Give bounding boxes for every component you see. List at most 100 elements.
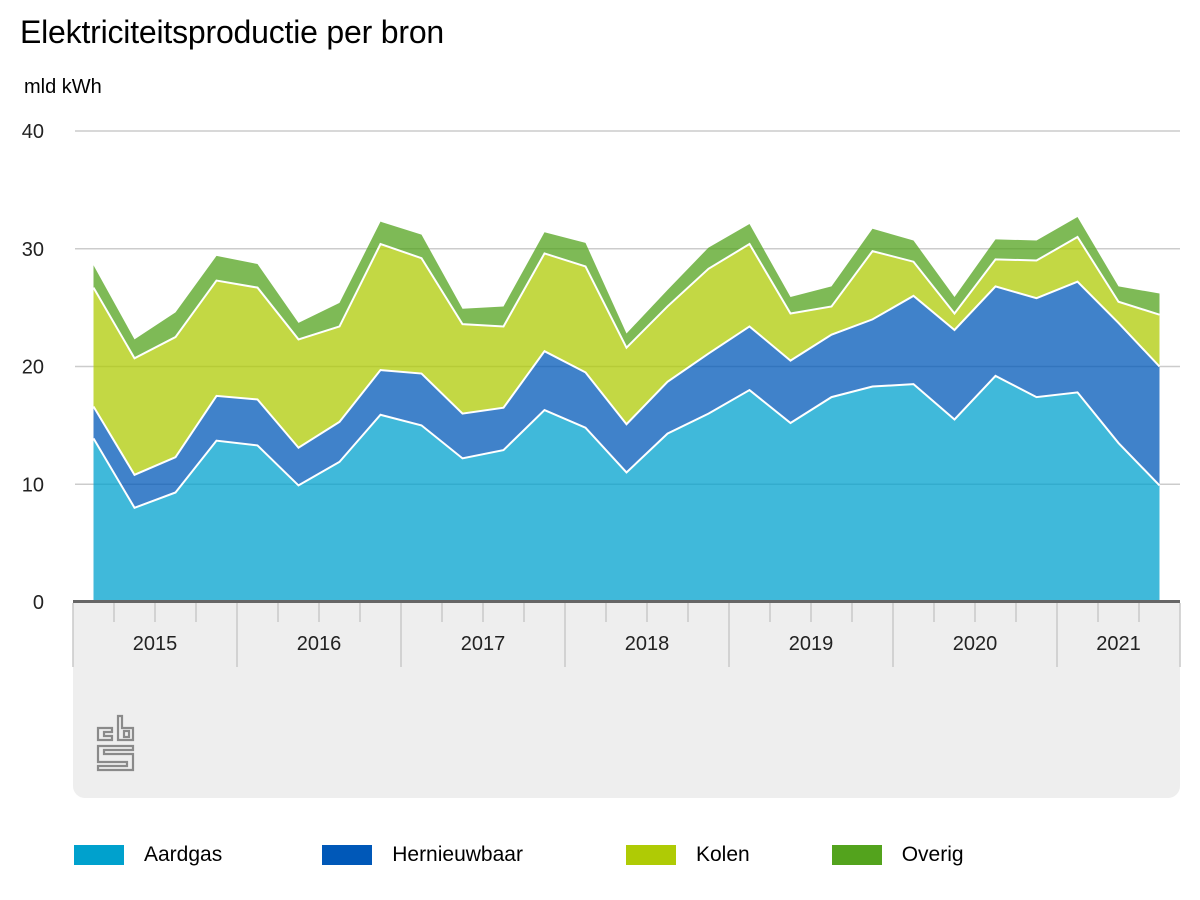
point-overig-18 [829,283,835,289]
point-hernieuwbaar-16 [747,323,753,329]
point-overig-2 [173,309,179,315]
point-overig-5 [296,320,302,326]
x-tick-label-2016: 2016 [297,633,342,655]
point-hernieuwbaar-14 [665,379,671,385]
x-tick-label-2020: 2020 [953,633,998,655]
point-hernieuwbaar-13 [624,421,630,427]
point-overig-0 [91,262,97,268]
point-hernieuwbaar-5 [296,445,302,451]
point-hernieuwbaar-2 [173,454,179,460]
point-kolen-10 [501,323,507,329]
legend-item-aardgas[interactable]: Aardgas [74,843,222,867]
line-hernieuwbaar [92,280,1161,477]
point-hernieuwbaar-11 [542,348,548,354]
point-aardgas-1 [132,505,138,511]
x-tick-label-2019: 2019 [789,633,834,655]
point-kolen-26 [1157,312,1163,318]
point-aardgas-20 [911,381,917,387]
chart-title: Elektriciteitsproductie per bron [20,14,445,50]
point-overig-6 [337,300,343,306]
point-overig-15 [706,245,712,251]
point-overig-4 [255,261,261,267]
point-hernieuwbaar-25 [1116,320,1122,326]
point-aardgas-19 [870,384,876,390]
x-axis-panel [73,603,1180,798]
point-overig-12 [583,240,589,246]
point-overig-24 [1075,214,1081,220]
x-tick-label-2018: 2018 [625,633,670,655]
point-overig-25 [1116,283,1122,289]
legend-item-kolen[interactable]: Kolen [625,843,750,867]
point-hernieuwbaar-10 [501,405,507,411]
point-aardgas-25 [1116,440,1122,446]
point-kolen-13 [624,345,630,351]
area-aardgas [93,375,1160,602]
point-aardgas-12 [583,425,589,431]
point-hernieuwbaar-21 [952,327,958,333]
y-tick-label-30: 30 [22,239,44,261]
point-kolen-6 [337,323,343,329]
point-kolen-16 [747,241,753,247]
point-kolen-22 [993,256,999,262]
point-aardgas-5 [296,482,302,488]
line-kolen [92,235,1160,360]
point-aardgas-26 [1157,482,1163,488]
point-aardgas-0 [91,435,97,441]
point-aardgas-14 [665,431,671,437]
point-aardgas-2 [173,489,179,495]
point-aardgas-3 [214,438,220,444]
point-hernieuwbaar-23 [1034,295,1040,301]
x-axis: 2015 2016 2017 2018 2019 2020 2021 [72,600,1181,667]
point-kolen-8 [419,255,425,261]
point-kolen-12 [583,263,589,269]
point-aardgas-13 [624,469,630,475]
point-hernieuwbaar-20 [911,293,917,299]
point-overig-22 [993,236,999,242]
point-overig-13 [624,331,630,337]
point-aardgas-4 [255,442,261,448]
y-axis-tick-labels: 0 10 20 30 40 [22,121,44,614]
legend-swatch-aardgas [74,845,124,865]
point-hernieuwbaar-17 [788,358,794,364]
point-overig-7 [378,219,384,225]
point-hernieuwbaar-26 [1157,364,1163,370]
area-hernieuwbaar [93,281,1160,508]
chart-legend: Aardgas Hernieuwbaar Kolen Overig [74,843,964,867]
legend-label: Aardgas [144,843,223,866]
point-aardgas-6 [337,459,343,465]
point-kolen-9 [460,321,466,327]
cbs-logo-icon [96,714,135,772]
line-aardgas [92,374,1161,510]
point-hernieuwbaar-1 [132,472,138,478]
point-kolen-19 [870,248,876,254]
point-overig-11 [542,229,548,235]
legend-label: Hernieuwbaar [392,843,523,866]
point-hernieuwbaar-9 [460,411,466,417]
point-kolen-7 [378,241,384,247]
point-hernieuwbaar-3 [214,393,220,399]
area-kolen [93,236,1160,475]
point-hernieuwbaar-18 [829,332,835,338]
point-overig-3 [214,253,220,259]
point-aardgas-15 [706,411,712,417]
area-series [91,214,1163,602]
point-aardgas-18 [829,394,835,400]
point-kolen-20 [911,259,917,265]
point-kolen-25 [1116,299,1122,305]
point-overig-1 [132,336,138,342]
point-aardgas-17 [788,420,794,426]
point-kolen-15 [706,266,712,272]
legend-item-overig[interactable]: Overig [831,843,964,867]
point-aardgas-22 [993,373,999,379]
point-hernieuwbaar-7 [378,367,384,373]
point-overig-21 [952,294,958,300]
legend-item-hernieuwbaar[interactable]: Hernieuwbaar [322,843,523,867]
point-aardgas-10 [501,447,507,453]
y-tick-label-20: 20 [22,357,44,379]
point-overig-26 [1157,290,1163,296]
point-kolen-21 [952,311,958,317]
point-kolen-11 [542,250,548,256]
legend-swatch-kolen [625,845,676,865]
point-hernieuwbaar-8 [419,371,425,377]
